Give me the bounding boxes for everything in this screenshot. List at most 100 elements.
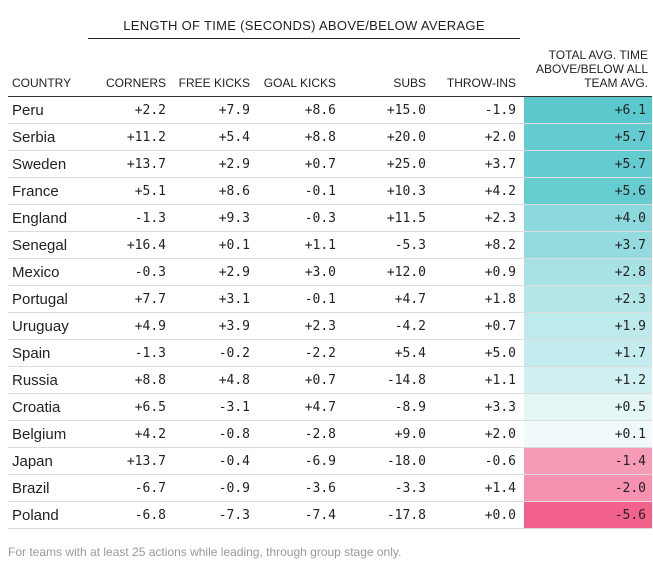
free-kicks-cell: -7.3 bbox=[174, 501, 258, 529]
total-cell: +5.6 bbox=[524, 177, 652, 205]
subs-cell: +4.7 bbox=[344, 285, 434, 313]
goal-kicks-cell: +8.6 bbox=[258, 96, 344, 124]
country-cell: Belgium bbox=[8, 420, 90, 448]
country-cell: Portugal bbox=[8, 285, 90, 313]
total-cell: +2.8 bbox=[524, 258, 652, 286]
subs-cell: +11.5 bbox=[344, 204, 434, 232]
goal-kicks-cell: +2.3 bbox=[258, 312, 344, 340]
header-free-kicks: FREE KICKS bbox=[178, 76, 250, 90]
free-kicks-cell: -0.2 bbox=[174, 339, 258, 367]
free-kicks-cell: +2.9 bbox=[174, 150, 258, 178]
corners-cell: +8.8 bbox=[90, 366, 174, 394]
throw-ins-cell: +8.2 bbox=[434, 231, 524, 259]
corners-cell: -6.7 bbox=[90, 474, 174, 502]
total-cell: -5.6 bbox=[524, 501, 652, 529]
corners-cell: +5.1 bbox=[90, 177, 174, 205]
subs-cell: -3.3 bbox=[344, 474, 434, 502]
footnote: For teams with at least 25 actions while… bbox=[8, 545, 402, 559]
corners-cell: +4.9 bbox=[90, 312, 174, 340]
throw-ins-cell: +5.0 bbox=[434, 339, 524, 367]
country-cell: Peru bbox=[8, 96, 90, 124]
goal-kicks-cell: -7.4 bbox=[258, 501, 344, 529]
country-cell: Brazil bbox=[8, 474, 90, 502]
total-cell: +5.7 bbox=[524, 150, 652, 178]
corners-cell: +16.4 bbox=[90, 231, 174, 259]
subs-cell: +20.0 bbox=[344, 123, 434, 151]
country-cell: Spain bbox=[8, 339, 90, 367]
total-cell: +3.7 bbox=[524, 231, 652, 259]
throw-ins-cell: +2.3 bbox=[434, 204, 524, 232]
goal-kicks-cell: -6.9 bbox=[258, 447, 344, 475]
country-cell: Poland bbox=[8, 501, 90, 529]
header-country: COUNTRY bbox=[12, 76, 72, 90]
header-goal-kicks: GOAL KICKS bbox=[263, 76, 336, 90]
corners-cell: -1.3 bbox=[90, 339, 174, 367]
total-cell: +2.3 bbox=[524, 285, 652, 313]
subs-cell: -18.0 bbox=[344, 447, 434, 475]
throw-ins-cell: +3.7 bbox=[434, 150, 524, 178]
free-kicks-cell: -0.8 bbox=[174, 420, 258, 448]
country-cell: Serbia bbox=[8, 123, 90, 151]
table-row: Sweden +13.7 +2.9 +0.7 +25.0 +3.7 +5.7 bbox=[8, 150, 652, 178]
header-corners: CORNERS bbox=[105, 76, 166, 90]
table-row: Belgium +4.2 -0.8 -2.8 +9.0 +2.0 +0.1 bbox=[8, 420, 652, 448]
data-table: COUNTRY CORNERS FREE KICKS GOAL KICKS SU… bbox=[8, 40, 652, 529]
table-row: Portugal +7.7 +3.1 -0.1 +4.7 +1.8 +2.3 bbox=[8, 285, 652, 313]
goal-kicks-cell: +1.1 bbox=[258, 231, 344, 259]
country-cell: France bbox=[8, 177, 90, 205]
subs-cell: +15.0 bbox=[344, 96, 434, 124]
throw-ins-cell: -1.9 bbox=[434, 96, 524, 124]
goal-kicks-cell: -0.3 bbox=[258, 204, 344, 232]
subs-cell: +12.0 bbox=[344, 258, 434, 286]
country-cell: Russia bbox=[8, 366, 90, 394]
throw-ins-cell: +4.2 bbox=[434, 177, 524, 205]
country-cell: Senegal bbox=[8, 231, 90, 259]
table-row: France +5.1 +8.6 -0.1 +10.3 +4.2 +5.6 bbox=[8, 177, 652, 205]
table-row: Uruguay +4.9 +3.9 +2.3 -4.2 +0.7 +1.9 bbox=[8, 312, 652, 340]
goal-kicks-cell: +8.8 bbox=[258, 123, 344, 151]
goal-kicks-cell: -0.1 bbox=[258, 177, 344, 205]
table-row: Mexico -0.3 +2.9 +3.0 +12.0 +0.9 +2.8 bbox=[8, 258, 652, 286]
table-row: Poland -6.8 -7.3 -7.4 -17.8 +0.0 -5.6 bbox=[8, 501, 652, 529]
total-cell: -1.4 bbox=[524, 447, 652, 475]
total-cell: +0.5 bbox=[524, 393, 652, 421]
subs-cell: +10.3 bbox=[344, 177, 434, 205]
free-kicks-cell: +5.4 bbox=[174, 123, 258, 151]
free-kicks-cell: +0.1 bbox=[174, 231, 258, 259]
group-header: LENGTH OF TIME (SECONDS) ABOVE/BELOW AVE… bbox=[88, 18, 520, 39]
subs-cell: -8.9 bbox=[344, 393, 434, 421]
table-row: Croatia +6.5 -3.1 +4.7 -8.9 +3.3 +0.5 bbox=[8, 393, 652, 421]
country-cell: Sweden bbox=[8, 150, 90, 178]
corners-cell: -6.8 bbox=[90, 501, 174, 529]
throw-ins-cell: +0.7 bbox=[434, 312, 524, 340]
total-cell: +6.1 bbox=[524, 96, 652, 124]
total-cell: +4.0 bbox=[524, 204, 652, 232]
throw-ins-cell: +1.1 bbox=[434, 366, 524, 394]
subs-cell: -14.8 bbox=[344, 366, 434, 394]
subs-cell: +5.4 bbox=[344, 339, 434, 367]
goal-kicks-cell: +4.7 bbox=[258, 393, 344, 421]
subs-cell: -5.3 bbox=[344, 231, 434, 259]
header-throw-ins: THROW-INS bbox=[446, 76, 516, 90]
header-row: COUNTRY CORNERS FREE KICKS GOAL KICKS SU… bbox=[8, 40, 652, 97]
table-row: Peru +2.2 +7.9 +8.6 +15.0 -1.9 +6.1 bbox=[8, 96, 652, 124]
goal-kicks-cell: +3.0 bbox=[258, 258, 344, 286]
header-total: TOTAL AVG. TIME ABOVE/BELOW ALL TEAM AVG… bbox=[535, 48, 648, 90]
free-kicks-cell: +4.8 bbox=[174, 366, 258, 394]
corners-cell: +13.7 bbox=[90, 150, 174, 178]
subs-cell: +25.0 bbox=[344, 150, 434, 178]
throw-ins-cell: +2.0 bbox=[434, 123, 524, 151]
corners-cell: +11.2 bbox=[90, 123, 174, 151]
table-row: Japan +13.7 -0.4 -6.9 -18.0 -0.6 -1.4 bbox=[8, 447, 652, 475]
corners-cell: +6.5 bbox=[90, 393, 174, 421]
corners-cell: -1.3 bbox=[90, 204, 174, 232]
free-kicks-cell: +3.1 bbox=[174, 285, 258, 313]
total-cell: +1.9 bbox=[524, 312, 652, 340]
throw-ins-cell: +0.0 bbox=[434, 501, 524, 529]
corners-cell: +13.7 bbox=[90, 447, 174, 475]
free-kicks-cell: -0.9 bbox=[174, 474, 258, 502]
subs-cell: +9.0 bbox=[344, 420, 434, 448]
free-kicks-cell: +7.9 bbox=[174, 96, 258, 124]
country-cell: Mexico bbox=[8, 258, 90, 286]
goal-kicks-cell: -2.8 bbox=[258, 420, 344, 448]
